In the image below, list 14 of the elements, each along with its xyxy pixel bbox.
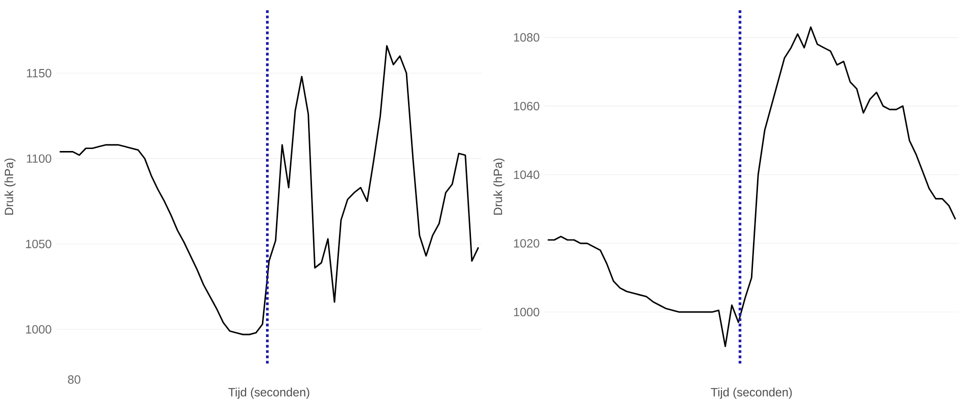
y-axis-title: Druk (hPa) (4, 158, 16, 214)
y-tick-label: 1020 (514, 238, 540, 248)
y-tick-label: 1150 (26, 68, 52, 78)
y-tick-label: 1100 (26, 154, 52, 163)
y-tick-label: 1000 (514, 308, 540, 316)
text: 80 (68, 375, 80, 384)
y-tick-label: 1050 (26, 240, 52, 248)
y-tick-label: 1040 (514, 170, 540, 179)
y-tick-label: 1080 (514, 33, 540, 42)
y-tick-label: 1000 (26, 324, 52, 334)
y-axis-title: Druk (hPa) (493, 158, 505, 214)
x-axis-title: Tijd (seconden) (710, 387, 792, 399)
x-axis-title: Tijd (seconden) (228, 387, 310, 399)
y-tick-label: 1060 (514, 102, 540, 110)
